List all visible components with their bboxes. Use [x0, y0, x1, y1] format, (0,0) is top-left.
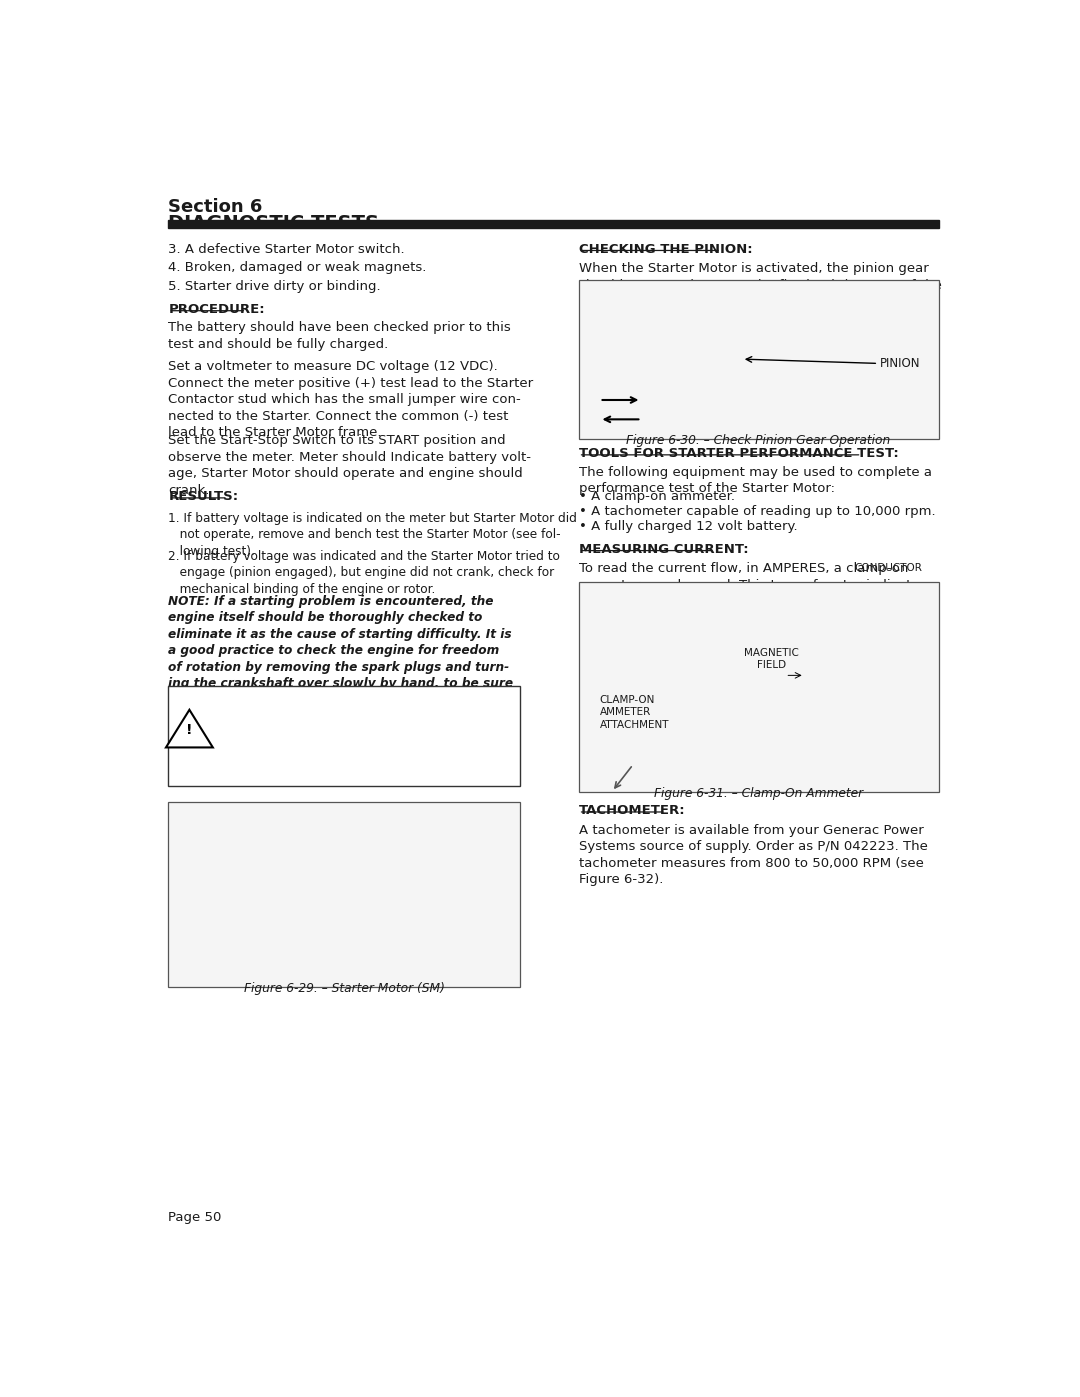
Bar — [470, 882, 473, 907]
Bar — [731, 332, 740, 344]
Text: PROCEDURE:: PROCEDURE: — [168, 303, 265, 316]
Text: Set a voltmeter to measure DC voltage (12 VDC).
Connect the meter positive (+) t: Set a voltmeter to measure DC voltage (1… — [168, 360, 534, 439]
Text: Page 50: Page 50 — [168, 1211, 221, 1224]
Bar — [579, 581, 939, 792]
Ellipse shape — [833, 745, 851, 756]
Polygon shape — [166, 710, 213, 747]
Bar — [666, 701, 767, 742]
Circle shape — [660, 306, 673, 323]
Bar — [168, 802, 521, 988]
Text: 4. Broken, damaged or weak magnets.: 4. Broken, damaged or weak magnets. — [168, 261, 427, 274]
Text: To read the current flow, in AMPERES, a clamp-on
ammeter may be used. This type : To read the current flow, in AMPERES, a … — [579, 563, 935, 624]
Bar — [478, 882, 482, 907]
Bar — [720, 314, 730, 327]
Ellipse shape — [833, 584, 851, 595]
Text: Figure 6-30. – Check Pinion Gear Operation: Figure 6-30. – Check Pinion Gear Operati… — [626, 434, 891, 447]
Text: WARNING!: DO NOT ROTATE ENGINE WITH
ELECTRIC STARTER WITH SPARK PLUGS
REMOVED. A: WARNING!: DO NOT ROTATE ENGINE WITH ELEC… — [221, 693, 510, 771]
Ellipse shape — [349, 824, 407, 866]
Text: RESULTS:: RESULTS: — [168, 490, 239, 503]
Circle shape — [685, 339, 715, 379]
Text: Figure 6-29. – Starter Motor (SM): Figure 6-29. – Starter Motor (SM) — [244, 982, 445, 995]
Text: 1. If battery voltage is indicated on the meter but Starter Motor did
   not ope: 1. If battery voltage is indicated on th… — [168, 511, 578, 557]
Text: The following equipment may be used to complete a
performance test of the Starte: The following equipment may be used to c… — [579, 465, 932, 495]
Text: The battery should have been checked prior to this
test and should be fully char: The battery should have been checked pri… — [168, 321, 511, 351]
Circle shape — [727, 306, 740, 323]
Bar — [651, 341, 660, 352]
Bar — [269, 845, 419, 942]
Text: 5. Starter drive dirty or binding.: 5. Starter drive dirty or binding. — [168, 279, 381, 292]
Text: CHECKING THE PINION:: CHECKING THE PINION: — [579, 243, 753, 256]
Text: PINION: PINION — [880, 356, 920, 370]
Text: DIAGNOSTIC TESTS: DIAGNOSTIC TESTS — [168, 214, 379, 233]
Text: Figure 6-31. – Clamp-On Ammeter: Figure 6-31. – Clamp-On Ammeter — [654, 788, 863, 800]
Text: 3. A defective Starter Motor switch.: 3. A defective Starter Motor switch. — [168, 243, 405, 256]
Bar — [302, 824, 323, 848]
Text: • A tachometer capable of reading up to 10,000 rpm.: • A tachometer capable of reading up to … — [579, 506, 935, 518]
Text: TOOLS FOR STARTER PERFORMANCE TEST:: TOOLS FOR STARTER PERFORMANCE TEST: — [579, 447, 899, 461]
Text: NOTE: If a starting problem is encountered, the
engine itself should be thorough: NOTE: If a starting problem is encounter… — [168, 595, 514, 707]
Text: • A clamp-on ammeter.: • A clamp-on ammeter. — [579, 490, 734, 503]
Bar — [653, 383, 662, 394]
Bar — [483, 882, 486, 907]
Ellipse shape — [407, 859, 432, 929]
Bar — [673, 307, 681, 319]
Text: CONDUCTOR: CONDUCTOR — [855, 563, 922, 573]
Bar — [706, 305, 715, 316]
Bar — [833, 590, 851, 750]
Text: 2. If battery voltage was indicated and the Starter Motor tried to
   engage (pi: 2. If battery voltage was indicated and … — [168, 549, 561, 595]
Bar — [432, 886, 465, 902]
Bar — [168, 686, 521, 787]
Bar — [650, 363, 657, 372]
Bar — [737, 355, 743, 363]
Text: MEASURING CURRENT:: MEASURING CURRENT: — [579, 543, 748, 556]
Bar — [690, 303, 697, 312]
Bar — [579, 279, 939, 439]
Bar — [659, 321, 669, 332]
Text: When the Starter Motor is activated, the pinion gear
should move and engage the : When the Starter Motor is activated, the… — [579, 263, 942, 324]
Circle shape — [660, 307, 740, 411]
Ellipse shape — [258, 845, 280, 942]
Text: MAGNETIC
FIELD: MAGNETIC FIELD — [744, 648, 798, 671]
Bar — [168, 221, 939, 228]
Bar — [486, 882, 490, 907]
Bar — [697, 415, 703, 423]
Bar — [474, 882, 477, 907]
Text: Section 6: Section 6 — [168, 198, 262, 215]
Text: CLAMP-ON
AMMETER
ATTACHMENT: CLAMP-ON AMMETER ATTACHMENT — [599, 694, 669, 729]
Text: • A fully charged 12 volt battery.: • A fully charged 12 volt battery. — [579, 521, 797, 534]
Bar — [725, 394, 734, 407]
Bar — [663, 400, 673, 412]
Bar — [687, 711, 729, 732]
Text: Set the Start-Stop Switch to its START position and
observe the meter. Meter sho: Set the Start-Stop Switch to its START p… — [168, 434, 531, 497]
Text: !: ! — [186, 724, 192, 738]
Bar — [465, 882, 469, 907]
Bar — [733, 376, 742, 387]
Bar — [712, 408, 720, 419]
Text: TACHOMETER:: TACHOMETER: — [579, 805, 685, 817]
Bar — [650, 299, 751, 330]
Bar — [678, 411, 688, 422]
Text: A tachometer is available from your Generac Power
Systems source of supply. Orde: A tachometer is available from your Gene… — [579, 824, 928, 886]
